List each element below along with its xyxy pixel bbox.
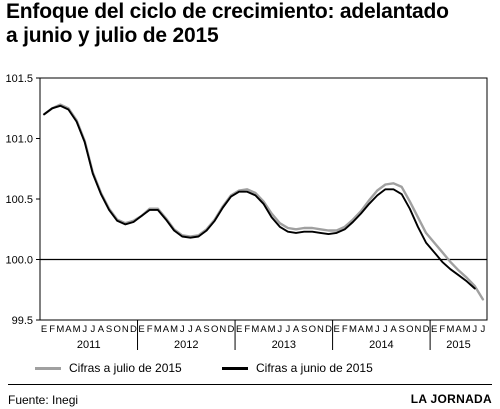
x-tick-month-label: E — [333, 324, 339, 335]
legend-label-july: Cifras a julio de 2015 — [69, 361, 182, 375]
x-tick-month-label: A — [195, 324, 202, 335]
x-tick-month-label: N — [414, 324, 421, 335]
x-tick-month-label: N — [122, 324, 129, 335]
x-tick-month-label: N — [219, 324, 226, 335]
title-line-1: Enfoque del ciclo de crecimiento: adelan… — [6, 0, 449, 23]
legend-label-june: Cifras a junio de 2015 — [256, 361, 373, 375]
legend-swatch-june — [222, 366, 248, 370]
x-year-label: 2014 — [369, 339, 393, 351]
legend-item-june: Cifras a junio de 2015 — [222, 361, 373, 375]
x-tick-month-label: S — [301, 324, 307, 335]
x-tick-month-label: O — [309, 324, 316, 335]
x-tick-month-label: M — [56, 324, 64, 335]
x-tick-month-label: A — [390, 324, 397, 335]
x-tick-month-label: A — [260, 324, 267, 335]
chart-title: Enfoque del ciclo de crecimiento: adelan… — [6, 0, 496, 48]
x-tick-month-label: S — [398, 324, 404, 335]
footer-divider — [8, 384, 492, 385]
x-tick-month-label: J — [286, 324, 291, 335]
x-tick-month-label: M — [365, 324, 373, 335]
x-tick-month-label: J — [82, 324, 87, 335]
legend-swatch-july — [35, 366, 61, 370]
x-tick-month-label: E — [236, 324, 242, 335]
x-tick-month-label: S — [203, 324, 209, 335]
x-tick-month-label: J — [90, 324, 95, 335]
x-tick-month-label: D — [130, 324, 137, 335]
source-note: Fuente: Inegi — [8, 393, 79, 407]
x-tick-month-label: A — [98, 324, 105, 335]
x-year-label: 2011 — [77, 339, 101, 351]
x-tick-month-label: D — [325, 324, 332, 335]
series-line-julio-2015 — [42, 103, 485, 301]
title-line-2: a junio y julio de 2015 — [6, 24, 219, 47]
x-year-label: 2015 — [446, 339, 470, 351]
x-year-label: 2013 — [272, 339, 296, 351]
x-tick-month-label: A — [358, 324, 365, 335]
x-year-label: 2012 — [174, 339, 198, 351]
x-tick-month-label: A — [163, 324, 170, 335]
x-tick-month-label: A — [293, 324, 300, 335]
y-tick-label: 101.5 — [5, 73, 33, 85]
y-tick-label: 101.0 — [5, 134, 33, 146]
legend-item-july: Cifras a julio de 2015 — [35, 361, 182, 375]
x-tick-month-label: F — [147, 324, 153, 335]
x-tick-month-label: M — [463, 324, 471, 335]
x-tick-month-label: M — [170, 324, 178, 335]
x-tick-month-label: F — [342, 324, 348, 335]
x-tick-month-label: M — [154, 324, 162, 335]
x-tick-month-label: J — [188, 324, 193, 335]
x-tick-month-label: D — [423, 324, 430, 335]
x-tick-month-label: M — [446, 324, 454, 335]
x-tick-month-label: S — [106, 324, 112, 335]
x-tick-month-label: M — [73, 324, 81, 335]
brand-logo: LA JORNADA — [410, 392, 492, 406]
x-tick-month-label: J — [277, 324, 282, 335]
x-tick-month-label: J — [472, 324, 477, 335]
x-tick-month-label: J — [180, 324, 185, 335]
x-tick-month-label: J — [481, 324, 486, 335]
x-tick-month-label: F — [244, 324, 250, 335]
x-tick-month-label: A — [65, 324, 72, 335]
x-tick-month-label: O — [211, 324, 218, 335]
y-tick-label: 100.5 — [5, 194, 33, 206]
x-tick-month-label: F — [49, 324, 55, 335]
plot-frame — [39, 77, 488, 321]
x-tick-month-label: M — [268, 324, 276, 335]
x-tick-month-label: M — [251, 324, 259, 335]
x-tick-month-label: J — [375, 324, 380, 335]
x-tick-month-label: A — [455, 324, 462, 335]
y-tick-label: 100.0 — [5, 255, 33, 267]
series-line-junio-2015 — [43, 104, 476, 290]
x-tick-month-label: E — [138, 324, 144, 335]
y-tick-label: 99.5 — [12, 315, 33, 327]
chart-legend: Cifras a julio de 2015 Cifras a junio de… — [35, 361, 475, 383]
x-tick-month-label: O — [406, 324, 413, 335]
x-tick-month-label: O — [114, 324, 121, 335]
x-tick-month-label: N — [317, 324, 324, 335]
x-tick-month-label: E — [41, 324, 47, 335]
x-tick-month-label: J — [383, 324, 388, 335]
x-tick-month-label: D — [228, 324, 235, 335]
x-tick-month-label: F — [439, 324, 445, 335]
x-tick-month-label: E — [431, 324, 437, 335]
x-tick-month-label: M — [349, 324, 357, 335]
